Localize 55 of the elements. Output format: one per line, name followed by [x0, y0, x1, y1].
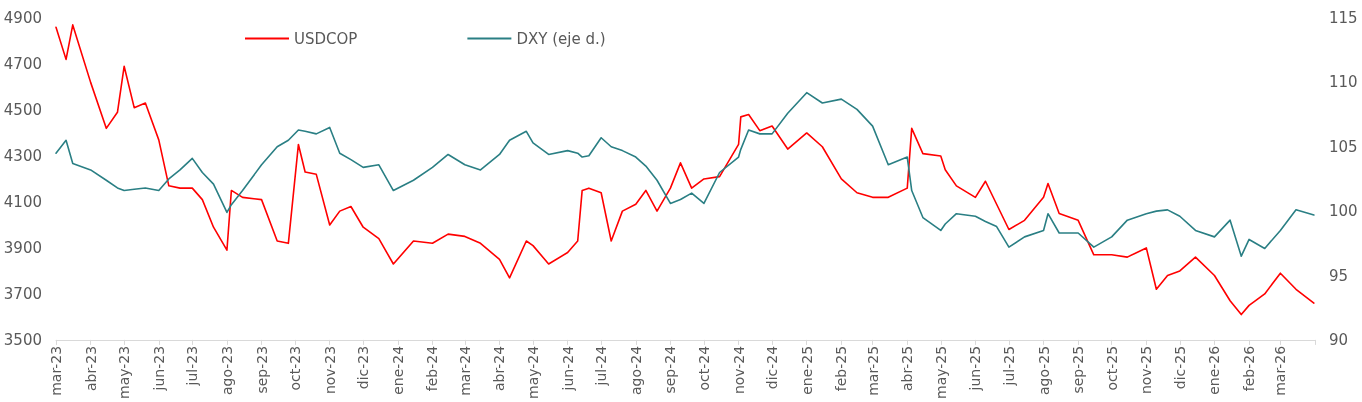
- y-tick-label: 4100: [3, 192, 42, 211]
- y-tick-label: 4700: [3, 54, 42, 73]
- line-series: [55, 91, 1315, 257]
- x-tick-label: may-25: [932, 345, 949, 399]
- y-tick-label: 4500: [3, 100, 42, 119]
- x-tick-label: dic-25: [1171, 345, 1188, 390]
- x-tick-label: may-23: [116, 345, 133, 399]
- x-tick-label: sep-24: [662, 345, 679, 394]
- x-tick-label: mar-25: [864, 345, 881, 396]
- y2-tick-label: 105: [1329, 137, 1358, 156]
- line-series: [55, 24, 1315, 316]
- x-tick-label: dic-24: [764, 345, 781, 390]
- x-tick-label: feb-25: [833, 345, 850, 392]
- x-tick-label: feb-26: [1241, 345, 1258, 392]
- x-tick-label: feb-24: [424, 345, 441, 392]
- x-tick-label: sep-23: [253, 345, 270, 394]
- x-tick-label: oct-24: [695, 345, 712, 391]
- y-tick-label: 4900: [3, 9, 42, 27]
- y2-tick-label: 110: [1329, 73, 1358, 92]
- x-tick-label: may-24: [525, 345, 542, 399]
- y2-tick-label: 90: [1329, 330, 1349, 349]
- legend-label: USDCOP: [294, 29, 358, 48]
- x-tick-label: nov-25: [1138, 345, 1155, 395]
- y-tick-label: 3900: [3, 238, 42, 257]
- x-tick-label: ago-24: [627, 345, 644, 396]
- legend-label: DXY (eje d.): [516, 29, 606, 48]
- x-tick-label: jun-24: [559, 345, 576, 392]
- x-tick-label: mar-23: [48, 345, 64, 396]
- x-tick-label: jul-24: [593, 345, 610, 387]
- x-tick-label: ago-25: [1035, 345, 1052, 396]
- x-tick-label: oct-23: [287, 345, 304, 391]
- y-tick-label: 3500: [3, 330, 42, 349]
- x-tick-label: mar-24: [456, 345, 473, 396]
- x-tick-label: jun-25: [967, 345, 984, 392]
- x-tick-label: abr-23: [82, 345, 99, 392]
- x-tick-label: mar-26: [1272, 345, 1289, 396]
- y-tick-label: 3700: [3, 284, 42, 303]
- x-tick-label: sep-25: [1070, 345, 1087, 394]
- x-tick-label: jul-23: [184, 345, 201, 387]
- x-tick-label: abr-24: [491, 345, 508, 392]
- x-tick-label: ene-24: [389, 345, 406, 395]
- x-tick-label: dic-23: [355, 345, 372, 390]
- y2-tick-label: 100: [1329, 202, 1358, 221]
- y2-tick-label: 115: [1329, 9, 1358, 27]
- x-tick-label: ene-26: [1206, 345, 1223, 395]
- x-tick-label: jul-25: [1000, 345, 1017, 387]
- x-tick-label: ene-25: [798, 345, 815, 395]
- x-tick-label: ago-23: [218, 345, 235, 396]
- x-tick-label: nov-23: [321, 345, 338, 395]
- y2-tick-label: 95: [1329, 266, 1349, 285]
- x-tick-label: jun-23: [150, 345, 167, 392]
- x-tick-label: abr-25: [899, 345, 916, 392]
- x-tick-label: oct-25: [1103, 345, 1120, 391]
- x-tick-label: nov-24: [730, 345, 747, 395]
- y-tick-label: 4300: [3, 146, 42, 165]
